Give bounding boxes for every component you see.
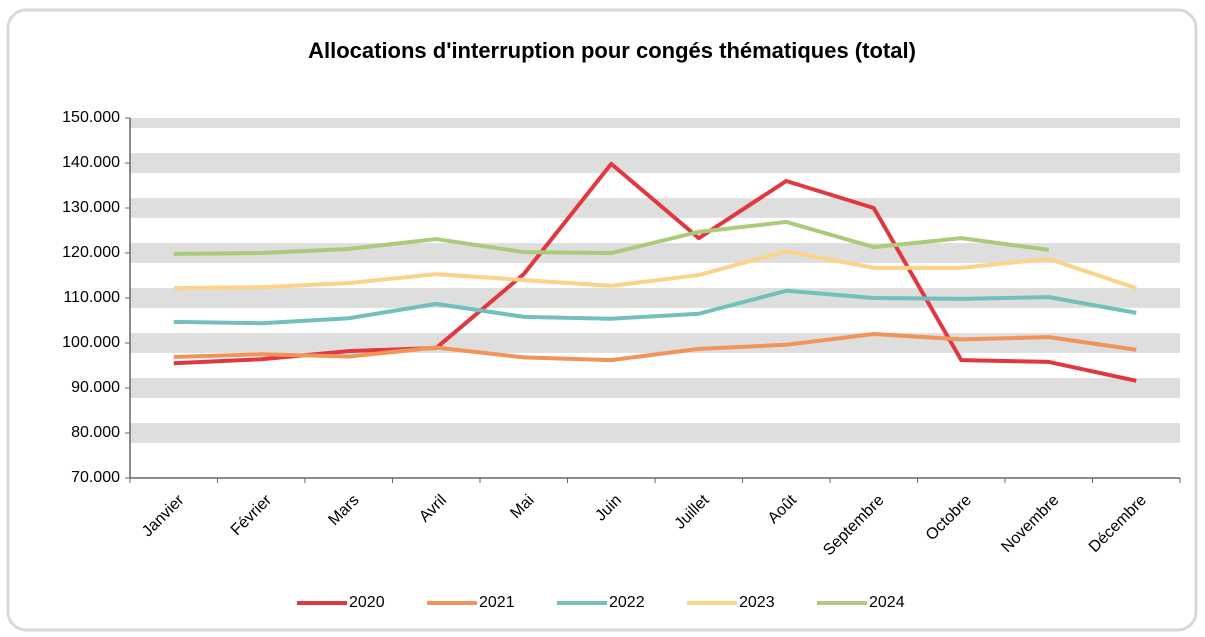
y-tick-label: 150.000: [62, 109, 120, 126]
y-tick-label: 140.000: [62, 154, 120, 171]
grid-band: [130, 153, 1180, 173]
series-line: [173, 332, 1137, 363]
grid-band: [130, 243, 1180, 263]
legend-label: 2022: [609, 594, 645, 611]
series-line: [173, 288, 1137, 326]
legend-label: 2024: [869, 594, 905, 611]
y-tick-label: 90.000: [71, 379, 120, 396]
series-line: [173, 249, 1137, 291]
series-line: [173, 161, 1137, 383]
y-tick-label: 80.000: [71, 424, 120, 441]
legend-label: 2021: [479, 594, 515, 611]
grid-band: [130, 118, 1180, 128]
grid-band: [130, 378, 1180, 398]
grid-band: [130, 288, 1180, 308]
legend-label: 2023: [739, 594, 775, 611]
grid-band: [130, 423, 1180, 443]
y-tick-label: 110.000: [63, 289, 120, 306]
legend-label: 2020: [349, 594, 385, 611]
y-tick-label: 70.000: [71, 469, 120, 486]
grid-band: [130, 198, 1180, 218]
y-tick-label: 100.000: [62, 334, 120, 351]
y-tick-label: 120.000: [62, 244, 120, 261]
y-tick-label: 130.000: [62, 199, 120, 216]
series-line: [173, 219, 1050, 256]
chart-title: Allocations d'interruption pour congés t…: [308, 38, 916, 63]
